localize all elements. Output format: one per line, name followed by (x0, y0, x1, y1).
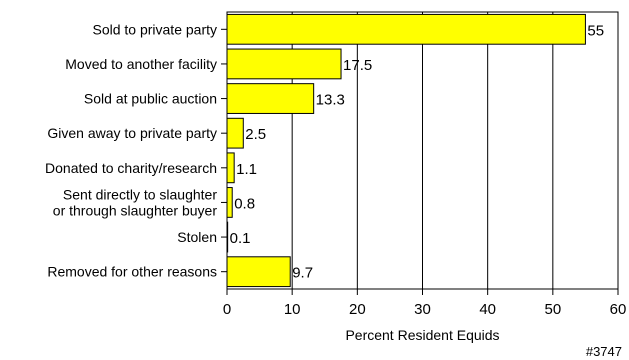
x-tick-label: 40 (479, 301, 496, 318)
x-axis-ticks: 0 10 20 30 40 50 60 (223, 289, 627, 318)
bars (226, 13, 586, 288)
category-label: Sold at public auction (84, 91, 217, 107)
x-tick-label: 50 (544, 301, 561, 318)
value-label: 0.8 (234, 195, 255, 212)
value-label: 17.5 (343, 57, 372, 74)
bar (226, 256, 291, 288)
bar (226, 48, 342, 80)
value-labels: 55 17.5 13.3 2.5 1.1 0.8 0.1 9.7 (230, 22, 604, 281)
category-label: or through slaughter buyer (53, 202, 218, 218)
x-tick-label: 30 (414, 301, 431, 318)
bar (226, 83, 315, 114)
category-label: Given away to private party (47, 125, 217, 141)
value-label: 0.1 (230, 230, 251, 247)
x-tick-label: 0 (223, 301, 231, 318)
value-label: 13.3 (316, 92, 345, 109)
category-label: Removed for other reasons (47, 264, 217, 280)
bar (226, 187, 233, 218)
value-label: 2.5 (245, 126, 266, 143)
category-label: Moved to another facility (65, 56, 217, 72)
value-label: 55 (587, 22, 604, 39)
x-axis-label: Percent Resident Equids (345, 327, 499, 343)
gridlines (291, 12, 554, 289)
value-label: 9.7 (292, 265, 313, 282)
category-labels: Sold to private party Moved to another fa… (45, 21, 227, 280)
category-label: Donated to charity/research (45, 160, 217, 176)
x-tick-label: 10 (284, 301, 301, 318)
bar (226, 152, 235, 184)
chart-id: #3747 (586, 344, 622, 359)
bar (226, 117, 244, 149)
category-label: Sent directly to slaughter (63, 186, 217, 202)
bar (226, 13, 586, 45)
x-tick-label: 20 (349, 301, 366, 318)
x-tick-label: 60 (610, 301, 627, 318)
category-label: Sold to private party (92, 21, 217, 37)
category-label: Stolen (177, 229, 217, 245)
value-label: 1.1 (236, 161, 257, 178)
